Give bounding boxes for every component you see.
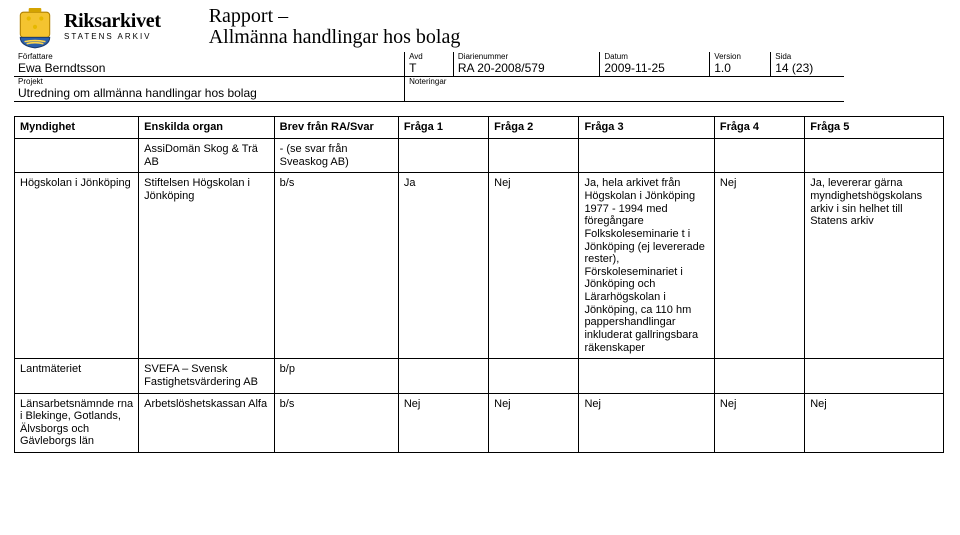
meta-label-avd: Avd: [409, 53, 449, 61]
cell: Ja, levererar gärna myndighetshögskolans…: [805, 173, 944, 359]
cell: Länsarbetsnämnde rna i Blekinge, Gotland…: [15, 393, 139, 453]
cell: - (se svar från Sveaskog AB): [274, 139, 398, 173]
cell: Ja, hela arkivet från Högskolan i Jönköp…: [579, 173, 714, 359]
meta-label-datum: Datum: [604, 53, 705, 61]
table-body: AssiDomän Skog & Trä AB - (se svar från …: [15, 139, 944, 453]
cell: Nej: [489, 173, 579, 359]
coat-of-arms-icon: [14, 8, 56, 50]
meta-label-projekt: Projekt: [18, 78, 400, 86]
col-fraga5: Fråga 5: [805, 117, 944, 139]
document-header: Riksarkivet STATENS ARKIV Rapport – Allm…: [14, 8, 946, 50]
cell: Stiftelsen Högskolan i Jönköping: [139, 173, 274, 359]
data-table: Myndighet Enskilda organ Brev från RA/Sv…: [14, 116, 944, 453]
meta-projekt: Utredning om allmänna handlingar hos bol…: [18, 86, 257, 100]
meta-label-dnr: Diarienummer: [458, 53, 595, 61]
cell: [579, 359, 714, 393]
cell: Ja: [398, 173, 488, 359]
cell: [398, 359, 488, 393]
table-row: AssiDomän Skog & Trä AB - (se svar från …: [15, 139, 944, 173]
cell: [15, 139, 139, 173]
col-fraga1: Fråga 1: [398, 117, 488, 139]
table-row: Högskolan i Jönköping Stiftelsen Högskol…: [15, 173, 944, 359]
table-header-row: Myndighet Enskilda organ Brev från RA/Sv…: [15, 117, 944, 139]
cell: Arbetslöshetskassan Alfa: [139, 393, 274, 453]
meta-version: 1.0: [714, 61, 731, 75]
cell: [805, 359, 944, 393]
meta-label-noteringar: Noteringar: [409, 78, 840, 86]
meta-table: Författare Ewa Berndtsson Avd T Diarienu…: [14, 52, 844, 102]
cell: Nej: [714, 393, 804, 453]
meta-dnr: RA 20-2008/579: [458, 61, 545, 75]
col-fraga2: Fråga 2: [489, 117, 579, 139]
report-title-line1: Rapport –: [209, 5, 288, 27]
cell: [714, 139, 804, 173]
cell: Högskolan i Jönköping: [15, 173, 139, 359]
meta-label-sida: Sida: [775, 53, 840, 61]
meta-avd: T: [409, 61, 416, 75]
meta-label-author: Författare: [18, 53, 400, 61]
cell: Nej: [805, 393, 944, 453]
cell: [579, 139, 714, 173]
cell: [805, 139, 944, 173]
cell: [489, 359, 579, 393]
cell: Nej: [489, 393, 579, 453]
cell: Nej: [579, 393, 714, 453]
cell: [398, 139, 488, 173]
document-page: Riksarkivet STATENS ARKIV Rapport – Allm…: [0, 0, 960, 461]
table-row: Länsarbetsnämnde rna i Blekinge, Gotland…: [15, 393, 944, 453]
cell: b/s: [274, 393, 398, 453]
report-title: Rapport – Allmänna handlingar hos bolag: [209, 6, 461, 48]
org-block: Riksarkivet STATENS ARKIV: [64, 8, 161, 41]
col-fraga4: Fråga 4: [714, 117, 804, 139]
meta-author: Ewa Berndtsson: [18, 61, 105, 75]
cell: [489, 139, 579, 173]
cell: Nej: [714, 173, 804, 359]
cell: b/p: [274, 359, 398, 393]
cell: AssiDomän Skog & Trä AB: [139, 139, 274, 173]
col-brev: Brev från RA/Svar: [274, 117, 398, 139]
table-row: Lantmäteriet SVEFA – Svensk Fastighetsvä…: [15, 359, 944, 393]
cell: [714, 359, 804, 393]
cell: Nej: [398, 393, 488, 453]
col-enskilda: Enskilda organ: [139, 117, 274, 139]
meta-datum: 2009-11-25: [604, 61, 665, 75]
org-name: Riksarkivet: [64, 10, 161, 33]
col-myndighet: Myndighet: [15, 117, 139, 139]
meta-label-version: Version: [714, 53, 766, 61]
meta-sida: 14 (23): [775, 61, 813, 75]
meta-noteringar: [409, 86, 412, 100]
org-subtitle: STATENS ARKIV: [64, 32, 161, 41]
cell: b/s: [274, 173, 398, 359]
report-title-line2: Allmänna handlingar hos bolag: [209, 26, 461, 48]
cell: SVEFA – Svensk Fastighetsvärdering AB: [139, 359, 274, 393]
cell: Lantmäteriet: [15, 359, 139, 393]
col-fraga3: Fråga 3: [579, 117, 714, 139]
